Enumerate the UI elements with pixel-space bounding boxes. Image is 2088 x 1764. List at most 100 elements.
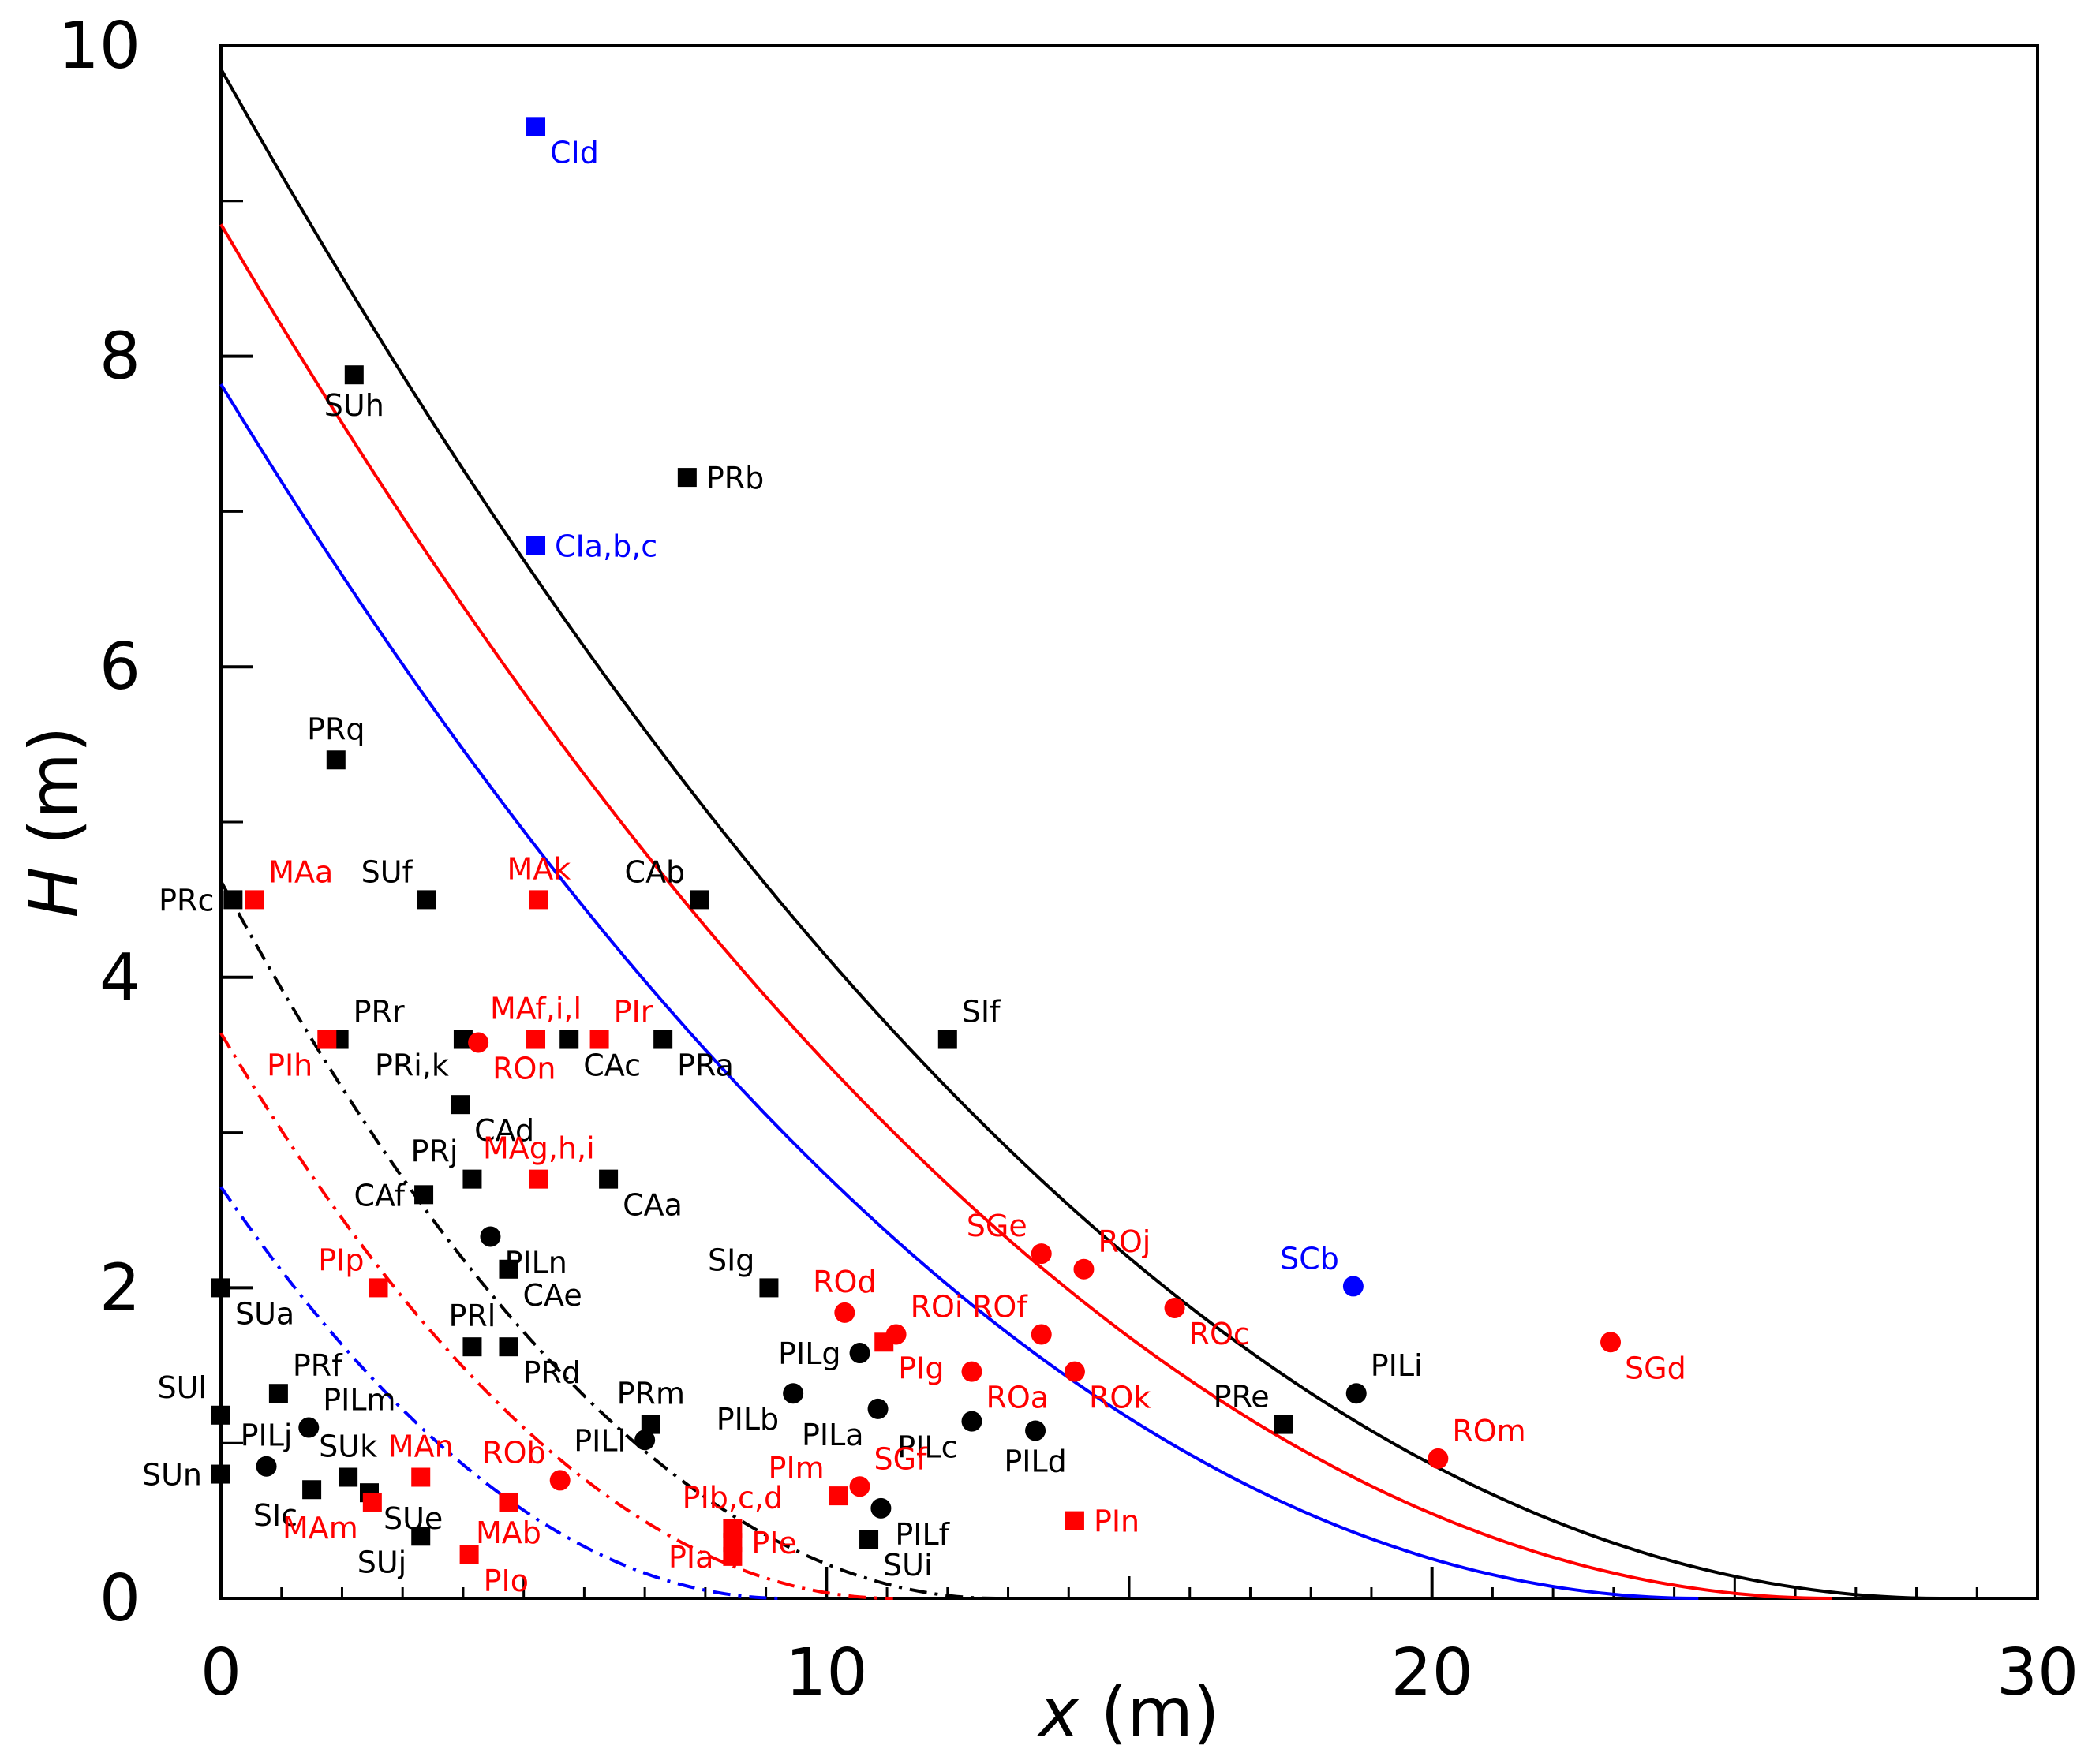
point-label-sif: SIf (962, 995, 1001, 1030)
point-label-scb: SCb (1280, 1241, 1339, 1276)
plot-area (219, 44, 2039, 1600)
point-label-roa: ROa (986, 1381, 1049, 1415)
curves (219, 68, 1941, 1600)
point-label-cae: CAe (522, 1278, 582, 1313)
marker-caa (599, 1169, 619, 1189)
marker-pilg (849, 1343, 870, 1364)
marker-cid (526, 117, 546, 136)
marker-piln (480, 1226, 501, 1247)
point-label-pilm: PILm (323, 1383, 395, 1418)
point-label-sgf: SGf (874, 1441, 929, 1476)
point-label-prf: PRf (293, 1348, 343, 1383)
curve-blue-dashdot (219, 1186, 784, 1600)
y-tick-label: 6 (99, 630, 140, 704)
point-label-prl: PRl (448, 1299, 496, 1333)
point-label-sun: SUn (142, 1458, 202, 1493)
point-label-rob: ROb (482, 1435, 545, 1470)
marker-mam (362, 1492, 382, 1512)
point-label-pili: PILi (1371, 1348, 1423, 1383)
point-label-sua: SUa (235, 1296, 294, 1331)
marker-sif (937, 1030, 957, 1049)
marker-pip (369, 1278, 388, 1298)
marker-pili (1345, 1383, 1367, 1404)
marker-cab (690, 890, 709, 910)
marker-pra (653, 1030, 673, 1049)
marker-pilj (256, 1456, 277, 1477)
point-label-man: MAn (388, 1429, 454, 1463)
marker-caf (414, 1185, 434, 1205)
marker-mag-h-i (529, 1169, 548, 1189)
curve-red-solid (219, 223, 1832, 1600)
point-label-sig: SIg (708, 1243, 754, 1277)
point-label-suh: SUh (324, 388, 384, 423)
marker-mak (529, 890, 548, 910)
marker-prq (326, 750, 346, 770)
marker-ron (468, 1032, 489, 1053)
point-label-cab: CAb (625, 854, 686, 889)
marker-maf-i-l (526, 1030, 546, 1049)
marker-prl (462, 1337, 482, 1357)
marker-sic (302, 1480, 322, 1500)
marker-pilc (961, 1411, 982, 1432)
point-label-pip: PIp (318, 1243, 364, 1277)
marker-pia (723, 1546, 743, 1566)
point-label-mak: MAk (507, 851, 571, 886)
point-label-pie: PIe (751, 1526, 797, 1560)
x-tick-label: 30 (1996, 1635, 2079, 1710)
point-label-prc: PRc (159, 883, 214, 918)
marker-prb (677, 468, 697, 488)
point-label-suk: SUk (319, 1429, 377, 1463)
x-axis-unit: (m) (1079, 1673, 1219, 1752)
y-tick-label: 0 (99, 1561, 140, 1636)
y-axis-title: H (m) (15, 727, 94, 918)
marker-mab (499, 1492, 518, 1512)
marker-sge (1031, 1243, 1052, 1265)
marker-sgf (849, 1476, 870, 1497)
point-label-pila: PILa (802, 1418, 864, 1452)
marker-pilf (870, 1497, 892, 1519)
marker-man (411, 1467, 431, 1487)
x-tick-label: 0 (200, 1635, 241, 1710)
point-label-mab: MAb (476, 1515, 541, 1550)
marker-suk (339, 1467, 358, 1487)
point-label-prd: PRd (522, 1355, 580, 1390)
marker-pir (589, 1030, 609, 1049)
point-label-prq: PRq (307, 712, 365, 746)
point-label-rod: ROd (813, 1265, 876, 1299)
point-label-pra: PRa (677, 1048, 734, 1083)
point-label-suf: SUf (361, 854, 414, 889)
marker-rod (834, 1302, 855, 1323)
marker-prd (499, 1337, 518, 1357)
point-label-pig: PIg (898, 1351, 944, 1385)
point-label-pri-k: PRi,k (375, 1048, 449, 1083)
minor-ticks (219, 44, 2039, 1600)
marker-suh (344, 365, 364, 385)
point-label-suj: SUj (357, 1545, 407, 1579)
point-label-roi: ROi (911, 1289, 964, 1324)
marker-pild (1025, 1420, 1046, 1441)
point-label-pih: PIh (267, 1048, 312, 1083)
y-tick-label: 8 (99, 320, 140, 394)
point-label-sic: SIc (253, 1498, 297, 1533)
point-label-pilc: PILc (897, 1430, 957, 1465)
point-label-pilj: PILj (241, 1418, 293, 1453)
point-label-pib-c-d: PIb,c,d (683, 1480, 783, 1515)
tick-labels: 0 10 20 30 0 2 4 6 8 10 (58, 9, 2079, 1710)
marker-pre (1274, 1415, 1293, 1434)
marker-sua (211, 1278, 230, 1298)
marker-sgd (1600, 1332, 1622, 1353)
y-tick-label: 2 (99, 1250, 140, 1325)
x-tick-label: 20 (1390, 1635, 1472, 1710)
marker-suj (411, 1527, 431, 1546)
marker-cac (559, 1030, 579, 1049)
point-label-rof: ROf (972, 1289, 1028, 1324)
point-label-pia: PIa (668, 1540, 713, 1575)
point-label-pio: PIo (484, 1564, 529, 1598)
marker-pio (459, 1545, 479, 1564)
marker-suf (417, 890, 436, 910)
point-label-sul: SUl (158, 1370, 208, 1405)
marker-rof (1031, 1324, 1052, 1345)
point-label-cad: CAd (474, 1113, 534, 1148)
point-label-caf: CAf (354, 1178, 406, 1213)
